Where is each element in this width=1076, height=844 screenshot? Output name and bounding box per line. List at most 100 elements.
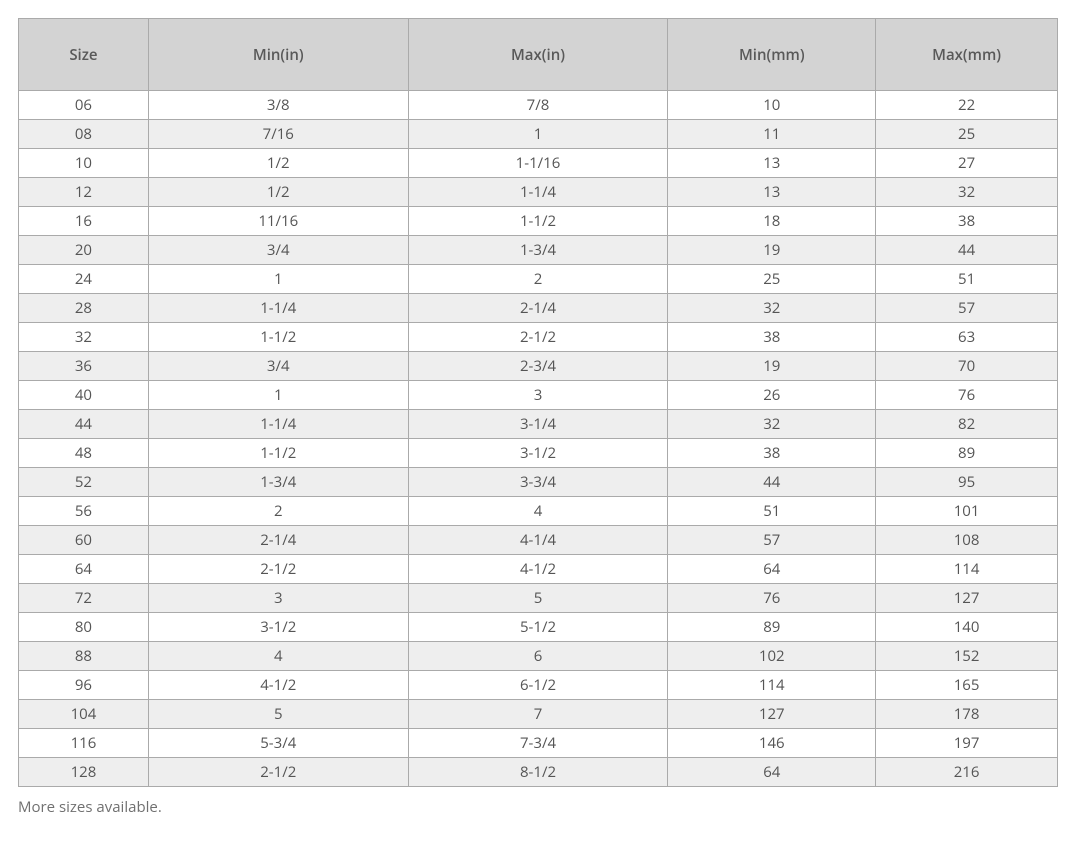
cell: 3-1/4	[408, 410, 668, 439]
cell: 25	[668, 265, 876, 294]
table-row: 063/87/81022	[19, 91, 1058, 120]
cell: 127	[668, 700, 876, 729]
table-head: Size Min(in) Max(in) Min(mm) Max(mm)	[19, 19, 1058, 91]
cell: 7/8	[408, 91, 668, 120]
cell: 4	[408, 497, 668, 526]
cell: 3/4	[148, 236, 408, 265]
col-header-max-mm: Max(mm)	[876, 19, 1058, 91]
cell: 1	[148, 265, 408, 294]
cell: 1-1/2	[408, 207, 668, 236]
cell: 6-1/2	[408, 671, 668, 700]
cell: 165	[876, 671, 1058, 700]
table-row: 121/21-1/41332	[19, 178, 1058, 207]
cell: 7/16	[148, 120, 408, 149]
cell: 44	[876, 236, 1058, 265]
table-row: 964-1/26-1/2114165	[19, 671, 1058, 700]
cell: 4	[148, 642, 408, 671]
cell: 3	[148, 584, 408, 613]
cell: 19	[668, 236, 876, 265]
cell: 18	[668, 207, 876, 236]
cell: 7	[408, 700, 668, 729]
table-body: 063/87/81022087/1611125101/21-1/16132712…	[19, 91, 1058, 787]
cell: 38	[668, 323, 876, 352]
cell: 40	[19, 381, 149, 410]
cell: 24	[19, 265, 149, 294]
cell: 140	[876, 613, 1058, 642]
cell: 20	[19, 236, 149, 265]
cell: 38	[876, 207, 1058, 236]
cell: 1/2	[148, 178, 408, 207]
cell: 82	[876, 410, 1058, 439]
table-row: 642-1/24-1/264114	[19, 555, 1058, 584]
cell: 5	[408, 584, 668, 613]
cell: 36	[19, 352, 149, 381]
cell: 1-1/2	[148, 439, 408, 468]
table-row: 8846102152	[19, 642, 1058, 671]
col-header-size: Size	[19, 19, 149, 91]
cell: 2	[408, 265, 668, 294]
table-row: 803-1/25-1/289140	[19, 613, 1058, 642]
table-row: 087/1611125	[19, 120, 1058, 149]
cell: 25	[876, 120, 1058, 149]
cell: 2-1/2	[408, 323, 668, 352]
cell: 64	[19, 555, 149, 584]
cell: 89	[876, 439, 1058, 468]
cell: 2-1/4	[408, 294, 668, 323]
cell: 197	[876, 729, 1058, 758]
cell: 38	[668, 439, 876, 468]
cell: 3-3/4	[408, 468, 668, 497]
footer-note: More sizes available.	[18, 797, 1058, 817]
table-row: 281-1/42-1/43257	[19, 294, 1058, 323]
table-row: 40132676	[19, 381, 1058, 410]
table-row: 521-3/43-3/44495	[19, 468, 1058, 497]
table-row: 602-1/44-1/457108	[19, 526, 1058, 555]
cell: 56	[19, 497, 149, 526]
cell: 44	[19, 410, 149, 439]
cell: 1-1/16	[408, 149, 668, 178]
cell: 28	[19, 294, 149, 323]
cell: 95	[876, 468, 1058, 497]
cell: 127	[876, 584, 1058, 613]
cell: 88	[19, 642, 149, 671]
table-row: 441-1/43-1/43282	[19, 410, 1058, 439]
table-row: 10457127178	[19, 700, 1058, 729]
cell: 178	[876, 700, 1058, 729]
cell: 4-1/2	[148, 671, 408, 700]
cell: 114	[876, 555, 1058, 584]
cell: 216	[876, 758, 1058, 787]
cell: 108	[876, 526, 1058, 555]
cell: 32	[876, 178, 1058, 207]
cell: 146	[668, 729, 876, 758]
table-row: 562451101	[19, 497, 1058, 526]
cell: 70	[876, 352, 1058, 381]
cell: 10	[19, 149, 149, 178]
cell: 06	[19, 91, 149, 120]
cell: 76	[668, 584, 876, 613]
header-row: Size Min(in) Max(in) Min(mm) Max(mm)	[19, 19, 1058, 91]
cell: 10	[668, 91, 876, 120]
cell: 51	[876, 265, 1058, 294]
cell: 80	[19, 613, 149, 642]
cell: 63	[876, 323, 1058, 352]
cell: 116	[19, 729, 149, 758]
table-row: 363/42-3/41970	[19, 352, 1058, 381]
cell: 89	[668, 613, 876, 642]
cell: 11/16	[148, 207, 408, 236]
cell: 72	[19, 584, 149, 613]
cell: 101	[876, 497, 1058, 526]
cell: 114	[668, 671, 876, 700]
cell: 51	[668, 497, 876, 526]
cell: 32	[668, 410, 876, 439]
table-row: 101/21-1/161327	[19, 149, 1058, 178]
cell: 1-3/4	[148, 468, 408, 497]
cell: 64	[668, 758, 876, 787]
table-row: 481-1/23-1/23889	[19, 439, 1058, 468]
cell: 12	[19, 178, 149, 207]
cell: 13	[668, 149, 876, 178]
cell: 104	[19, 700, 149, 729]
cell: 96	[19, 671, 149, 700]
cell: 57	[668, 526, 876, 555]
cell: 76	[876, 381, 1058, 410]
cell: 19	[668, 352, 876, 381]
cell: 1/2	[148, 149, 408, 178]
